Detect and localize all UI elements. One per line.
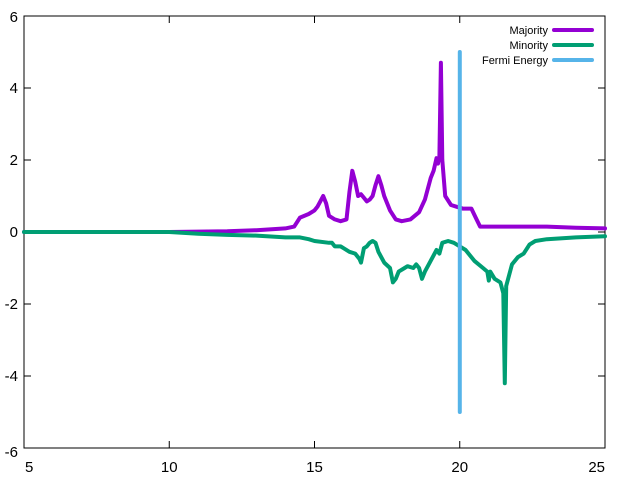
series-line-majority xyxy=(22,60,607,234)
x-tick-label: 20 xyxy=(451,459,468,476)
x-tick-label: 5 xyxy=(25,459,33,476)
y-tick-label: 4 xyxy=(10,80,18,97)
y-tick-label: 6 xyxy=(10,9,18,26)
y-tick-label: -2 xyxy=(5,296,18,313)
x-tick-label: 15 xyxy=(306,459,323,476)
legend-label: Fermi Energy xyxy=(482,55,549,67)
legend: Majority Minority Fermi Energy xyxy=(482,25,594,67)
legend-label: Majority xyxy=(509,25,548,37)
y-tick-label: -4 xyxy=(5,368,18,385)
legend-label: Minority xyxy=(509,40,548,52)
series-line-minority xyxy=(22,230,607,386)
y-tick-label: 0 xyxy=(10,224,18,241)
y-tick-label: 2 xyxy=(10,152,18,169)
series-lines xyxy=(22,50,607,414)
axis-tick-labels: 5 10 15 20 25 -6 -4 -2 0 2 4 6 xyxy=(5,9,605,476)
y-tick-label: -6 xyxy=(5,444,18,461)
x-tick-label: 10 xyxy=(161,459,178,476)
x-tick-label: 25 xyxy=(588,459,605,476)
